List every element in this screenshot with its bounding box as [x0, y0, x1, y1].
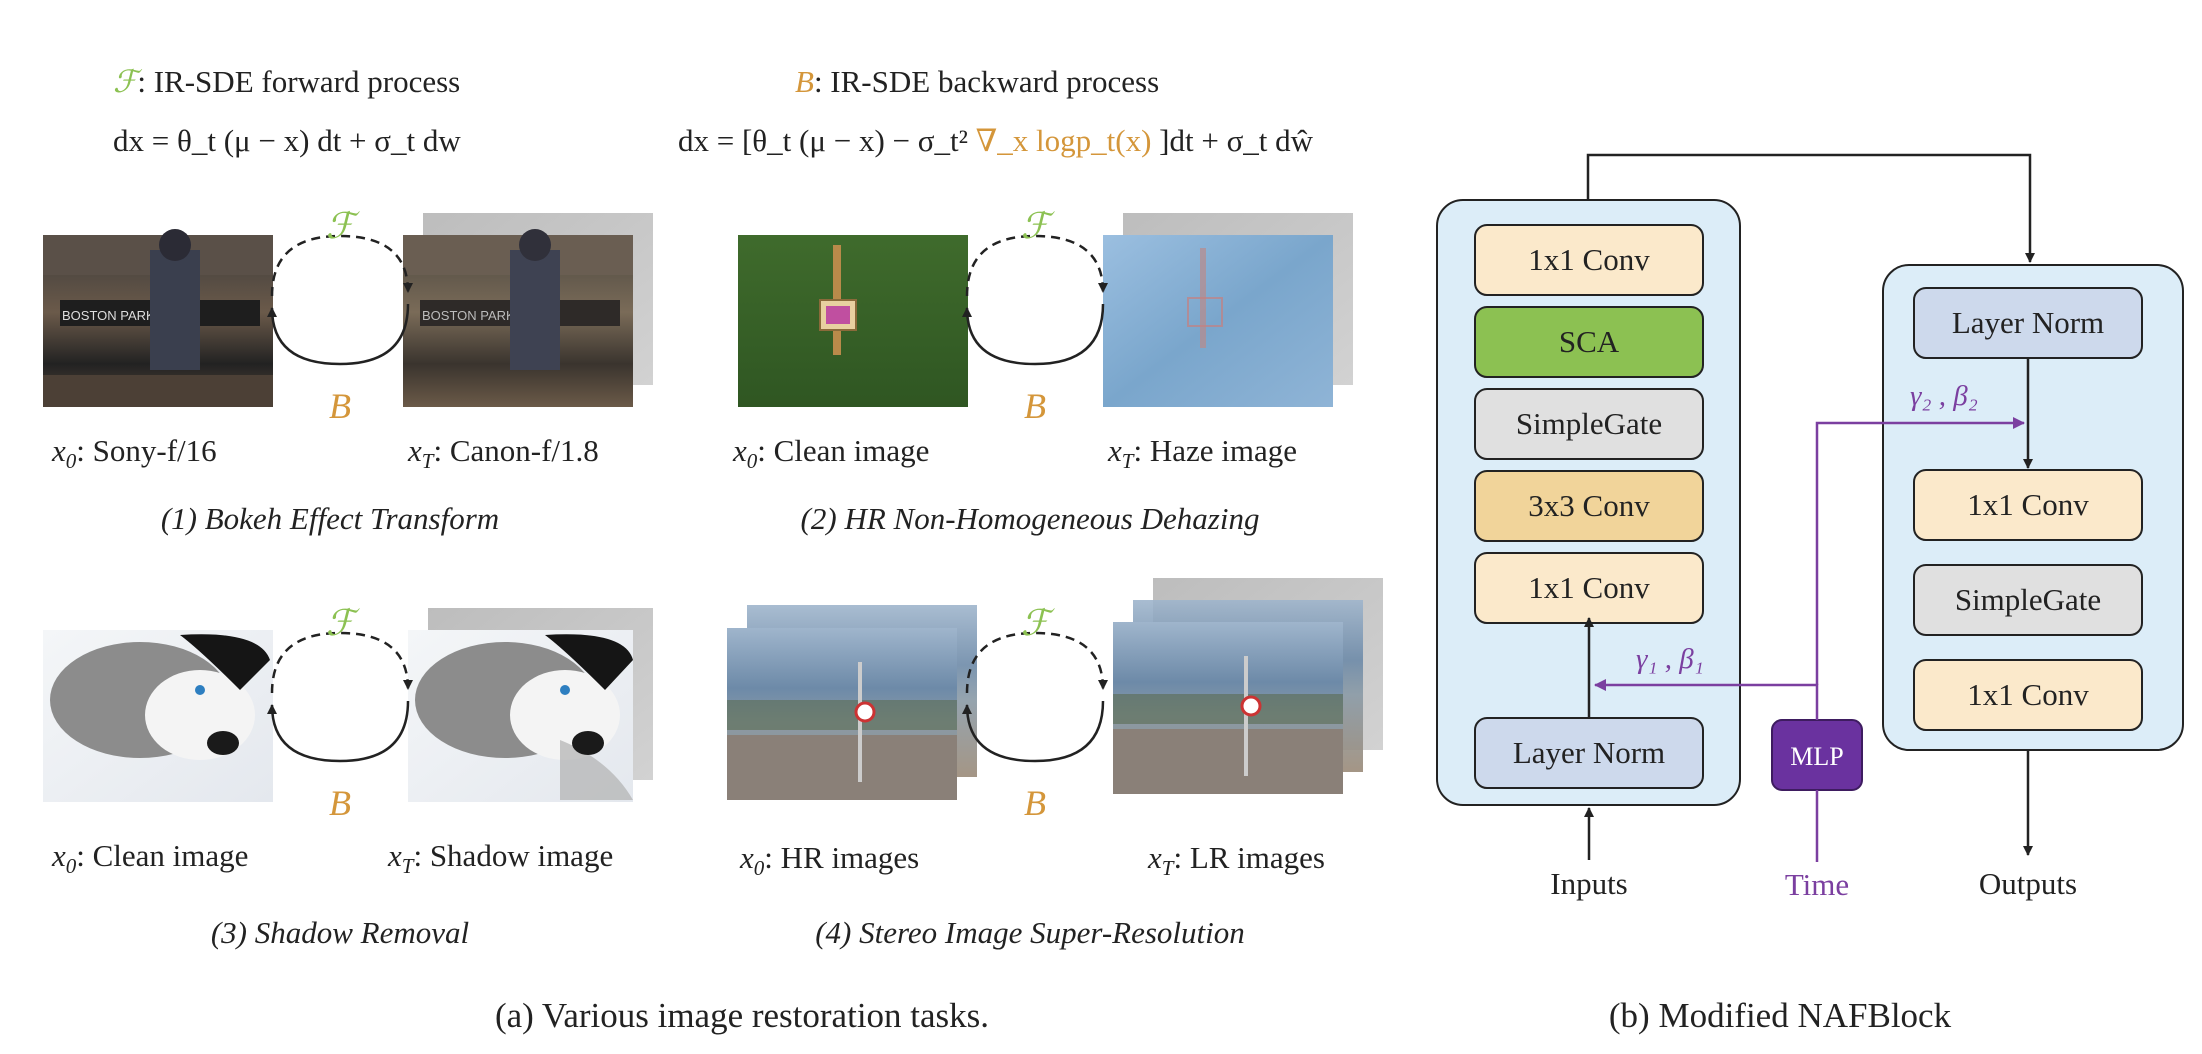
backward-process-heading: B: IR-SDE backward process	[795, 64, 1159, 99]
forward-symbol-4: ℱ	[1021, 603, 1055, 643]
left-stack-box-3	[1474, 388, 1704, 460]
x0-label-task-4: x0: HR images	[739, 840, 919, 880]
time-label: Time	[1785, 867, 1849, 902]
backward-arc-2	[962, 303, 1105, 366]
task-caption-3: (3) Shadow Removal	[211, 915, 469, 950]
right-stack-label-2: SimpleGate	[1955, 582, 2101, 617]
right-stack-box-1	[1913, 469, 2143, 541]
right-stack: 1x1 Conv SimpleGate 1x1 Conv	[1913, 469, 2143, 731]
forward-symbol-1: ℱ	[326, 206, 360, 246]
forward-process-heading: ℱ: IR-SDE forward process	[113, 64, 460, 99]
xT-label-task-3: xT: Shadow image	[387, 838, 613, 878]
backward-equation-a: dx = [θ_t (μ − x) − σ_t²	[678, 123, 976, 158]
backward-equation-b: ]dt + σ_t dŵ	[1151, 123, 1313, 158]
forward-arc-4	[965, 631, 1108, 694]
right-stack-label-3: 1x1 Conv	[1967, 677, 2089, 712]
task-stereo-sr	[727, 578, 1383, 800]
backward-symbol: B	[795, 64, 814, 99]
forward-symbol-2: ℱ	[1021, 206, 1055, 246]
backward-equation: dx = [θ_t (μ − x) − σ_t² ∇_x logp_t(x) ]…	[678, 123, 1314, 158]
right-stack-box-2	[1913, 564, 2143, 636]
cycle-task-4: ℱB	[962, 603, 1108, 823]
task-labels: x0: Sony-f/16 xT: Canon-f/1.8 (1) Bokeh Ef…	[51, 433, 1325, 950]
task-bokeh: BOSTON PARK PL BOSTON PARK PL	[43, 213, 653, 407]
xT-label-task-2: xT: Haze image	[1107, 433, 1297, 473]
left-layer-norm-label: Layer Norm	[1513, 735, 1665, 770]
left-stack: 1x1 Conv SCA SimpleGate 3x3 Conv 1x1 Conv	[1474, 224, 1704, 624]
task-shadow	[43, 608, 653, 802]
backward-symbol-3: B	[329, 783, 351, 823]
right-stack-label-1: 1x1 Conv	[1967, 487, 2089, 522]
nafblock-diagram: 1x1 Conv SCA SimpleGate 3x3 Conv 1x1 Conv 1x…	[1436, 153, 2184, 902]
left-stack-label-5: 1x1 Conv	[1528, 570, 1650, 605]
forward-label: : IR-SDE forward process	[137, 64, 460, 99]
backward-arc-3	[267, 700, 410, 763]
inputs-label: Inputs	[1550, 866, 1628, 901]
backward-symbol-1: B	[329, 386, 351, 426]
right-layer-norm-label: Layer Norm	[1952, 305, 2104, 340]
backward-equation-score: ∇_x logp_t(x)	[976, 123, 1152, 158]
xT-label-task-4: xT: LR images	[1147, 840, 1325, 880]
forward-arc-2	[965, 234, 1108, 297]
forward-symbol-3: ℱ	[326, 603, 360, 643]
forward-equation: dx = θ_t (μ − x) dt + σ_t dw	[113, 123, 461, 158]
dehaze-xT-image	[1103, 235, 1333, 407]
gamma2-beta2-arrow	[1815, 417, 2025, 685]
forward-arc-1	[270, 234, 413, 297]
backward-symbol-4: B	[1024, 783, 1046, 823]
mlp-label: MLP	[1790, 742, 1843, 771]
skip-connection-arrow	[1586, 153, 2035, 263]
left-stack-box-4	[1474, 470, 1704, 542]
left-stack-label-1: 1x1 Conv	[1528, 242, 1650, 277]
cycle-task-1: ℱB	[267, 206, 413, 426]
task-dehaze	[738, 213, 1353, 407]
xT-label-task-1: xT: Canon-f/1.8	[407, 433, 599, 473]
left-stack-label-3: SimpleGate	[1516, 406, 1662, 441]
caption-left: (a) Various image restoration tasks.	[495, 996, 989, 1035]
caption-right: (b) Modified NAFBlock	[1609, 996, 1952, 1035]
backward-symbol-2: B	[1024, 386, 1046, 426]
x0-label-task-3: x0: Clean image	[51, 838, 248, 878]
task-caption-1: (1) Bokeh Effect Transform	[161, 501, 499, 536]
task-caption-2: (2) HR Non-Homogeneous Dehazing	[801, 501, 1260, 536]
forward-arc-3	[270, 631, 413, 694]
right-stack-box-3	[1913, 659, 2143, 731]
svg-text:BOSTON PARK PL: BOSTON PARK PL	[422, 308, 534, 323]
gamma1-beta1-label: γ₁ , β₁	[1636, 643, 1704, 675]
backward-arc-1	[267, 303, 410, 366]
left-stack-label-2: SCA	[1559, 324, 1620, 359]
backward-label: : IR-SDE backward process	[814, 64, 1159, 99]
left-stack-box-2	[1474, 306, 1704, 378]
outputs-label: Outputs	[1979, 866, 2077, 901]
svg-text:BOSTON PARK PL: BOSTON PARK PL	[62, 308, 174, 323]
cycle-task-3: ℱB	[267, 603, 413, 823]
left-stack-label-4: 3x3 Conv	[1528, 488, 1650, 523]
x0-label-task-1: x0: Sony-f/16	[51, 433, 217, 473]
gamma2-beta2-label: γ₂ , β₂	[1910, 380, 1978, 412]
cycle-task-2: ℱB	[962, 206, 1108, 426]
task-caption-4: (4) Stereo Image Super-Resolution	[815, 915, 1245, 950]
x0-label-task-2: x0: Clean image	[732, 433, 929, 473]
left-stack-box-1	[1474, 224, 1704, 296]
backward-arc-4	[962, 700, 1105, 763]
